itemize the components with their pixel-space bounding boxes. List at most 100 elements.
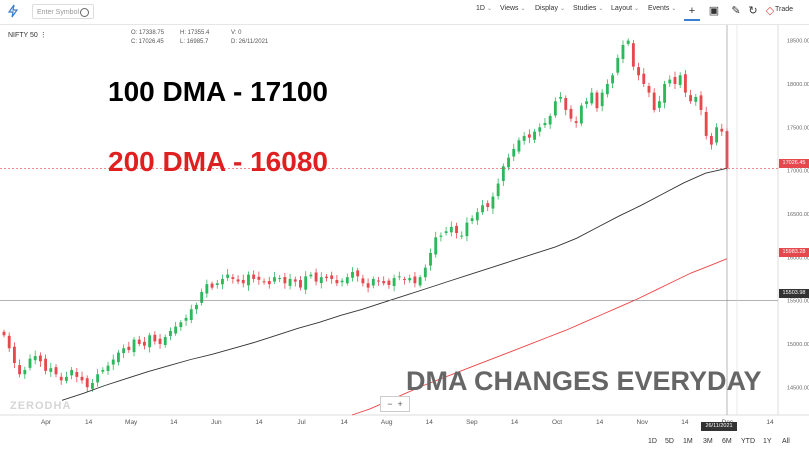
candle-up [507,157,510,168]
interval-dropdown[interactable]: 1D ⌄ [476,5,492,12]
candle-down [642,73,646,84]
zoom-in-icon[interactable]: + [397,399,403,409]
close-value: 17026.45 [138,39,164,45]
x-tick-label: Nov [636,419,648,426]
candle-down [673,77,677,84]
candle-down [241,279,245,284]
views-dropdown[interactable]: Views ⌄ [500,5,526,12]
symbol-name[interactable]: NIFTY 50 ⋮ [8,31,47,39]
symbol-label: NIFTY 50 [8,32,38,39]
app-logo-icon[interactable] [6,4,20,18]
chevron-down-icon: ⌄ [486,6,492,12]
layout-label: Layout [611,5,633,12]
events-dropdown[interactable]: Events ⌄ [648,5,676,12]
candle-down [12,346,16,363]
range-button-all[interactable]: All [782,438,790,445]
range-button-3m[interactable]: 3M [703,438,713,445]
candle-down [330,275,334,279]
x-tick-label: 14 [341,419,349,426]
candle-up [351,272,354,278]
candle-down [595,92,599,109]
studies-dropdown[interactable]: Studies ⌄ [573,5,603,12]
ma200-price-label: 15983.28 [779,248,809,257]
candle-up [517,140,521,152]
candle-down [153,334,157,342]
range-button-6m[interactable]: 6M [722,438,732,445]
candle-up [668,79,672,84]
candle-up [117,352,120,363]
candle-up [444,231,448,233]
candle-down [361,278,365,284]
candle-up [288,278,292,286]
trade-button[interactable]: Trade [775,6,794,13]
search-input[interactable]: Enter Symbol [32,4,94,19]
range-button-1m[interactable]: 1M [683,438,693,445]
zoom-controls[interactable]: − + [380,396,410,412]
more-vertical-icon[interactable]: ⋮ [39,32,47,39]
candle-down [283,277,287,284]
candle-up [663,83,667,103]
date-label: D: [231,39,237,45]
x-tick-label: 14 [255,419,263,426]
x-tick-label: May [125,419,138,426]
price-chart[interactable]: 14500.00 15000.00 15500.00 16000.00 16500.00… [0,25,809,435]
range-button-ytd[interactable]: YTD [741,438,755,445]
candle-up [169,330,172,336]
candle-down [704,112,708,136]
range-button-5d[interactable]: 5D [665,438,674,445]
candle-up [579,105,583,124]
refresh-icon[interactable]: ↻ [748,5,758,17]
candle-up [616,57,620,73]
draw-pencil-icon[interactable]: ✎ [731,5,741,17]
search-icon[interactable] [80,8,89,17]
candle-up [439,235,443,237]
chevron-down-icon: ⌄ [559,6,565,12]
crosshair-date-label: 26/11/2021 [701,422,737,431]
display-dropdown[interactable]: Display ⌄ [535,5,565,12]
candle-up [106,365,110,371]
candle-up [122,348,126,354]
candle-up [371,278,375,286]
x-tick-label: 14 [511,419,519,426]
candle-down [652,92,656,110]
candle-up [522,135,526,141]
crosshair-price-label: 15503.98 [779,289,809,298]
candle-down [54,367,58,375]
candle-down [80,376,84,381]
candle-up [512,148,516,157]
x-tick-label: 14 [85,419,93,426]
candle-up [345,277,349,284]
candle-down [382,281,386,284]
candle-down [455,225,458,233]
trade-icon[interactable]: ◇ [765,5,775,17]
layout-dropdown[interactable]: Layout ⌄ [611,5,639,12]
candle-down [143,341,146,346]
candle-down [569,108,573,119]
x-tick-label: Oct [552,419,562,426]
y-tick-label: 15000.00 [787,342,809,348]
candle-up [184,317,188,321]
y-tick-label: 14500.00 [787,385,809,391]
crosshair-icon[interactable]: + [684,3,700,21]
candle-down [252,274,256,279]
candle-up [470,218,474,222]
candle-down [257,276,261,280]
candle-down [44,358,48,371]
range-button-1y[interactable]: 1Y [763,438,772,445]
range-button-1d[interactable]: 1D [648,438,657,445]
candle-up [460,235,464,237]
x-tick-label: 14 [596,419,604,426]
ohlc-high-low: H: 17355.4 L: 16985.7 [180,29,209,47]
y-tick-label: 17000.00 [787,169,809,175]
comment-icon[interactable]: ▣ [708,5,720,17]
chevron-down-icon: ⌄ [671,6,677,12]
candle-down [18,365,22,375]
candle-down [325,276,328,279]
display-label: Display [535,5,558,12]
open-label: O: [131,30,138,36]
candle-up [559,96,562,99]
zoom-out-icon[interactable]: − [387,399,393,409]
candle-up [694,96,698,102]
x-tick-label: Jul [297,419,306,426]
last-price-label: 17026.45 [779,159,809,168]
